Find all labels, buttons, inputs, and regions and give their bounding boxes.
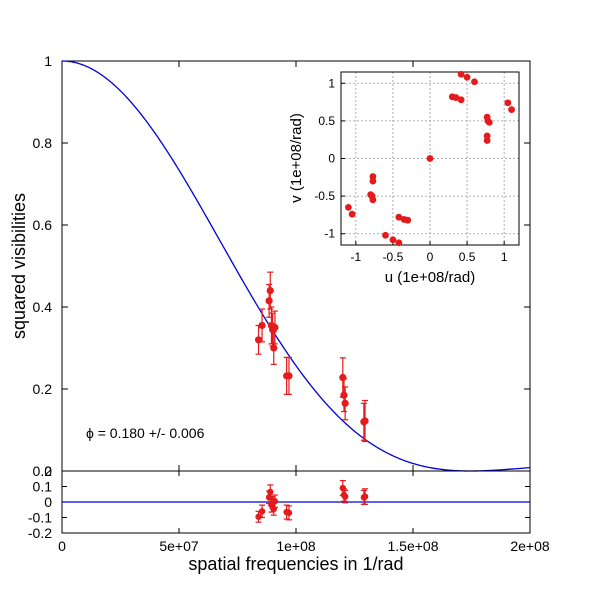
uv-point xyxy=(389,236,397,244)
uv-point xyxy=(483,137,491,144)
uv-point xyxy=(367,191,375,199)
inset-y-label: v (1e+08/rad) xyxy=(288,113,305,203)
inset-y-tick-label: 0 xyxy=(328,152,335,166)
residual-point xyxy=(258,504,266,519)
residual-point xyxy=(285,505,293,521)
uv-point xyxy=(452,94,460,101)
uv-point xyxy=(369,173,377,180)
y-axis-label: squared visibilities xyxy=(9,193,29,339)
inset-y-tick-label: 0.5 xyxy=(318,114,335,128)
inset-y-tick-label: -0.5 xyxy=(314,189,335,203)
inset-x-tick-label: 1 xyxy=(501,250,508,264)
main-y-tick-label: 0.8 xyxy=(33,135,53,151)
residual-point xyxy=(271,494,279,509)
main-y-tick-label: 0 xyxy=(44,463,52,479)
data-point xyxy=(271,310,279,345)
uv-point xyxy=(463,73,471,81)
res-y-tick-label: 0.2 xyxy=(33,463,53,479)
inset-x-tick-label: 0 xyxy=(427,250,434,264)
uv-points xyxy=(345,70,515,247)
x-tick-label: 1.5e+08 xyxy=(388,538,439,554)
main-y-tick-label: 0.2 xyxy=(33,381,53,397)
model-curve-line xyxy=(61,60,531,472)
main-ticks: 00.20.40.60.810 5e+07 1e+08 1.5e+08 2e+08 xyxy=(33,53,550,554)
data-point xyxy=(254,324,263,355)
inset-ticks: -1 -0.5 0 0.5 1 1 0.5 0 -0.5 -1 xyxy=(314,76,508,264)
data-point xyxy=(266,271,274,310)
main-data-points xyxy=(254,271,369,443)
x-tick-label: 0 xyxy=(58,538,66,554)
res-y-tick-label: 0.1 xyxy=(33,479,53,495)
res-y-tick-label: 0 xyxy=(44,494,52,510)
uv-point xyxy=(395,239,403,247)
x-tick-label: 2e+08 xyxy=(510,538,550,554)
uv-point xyxy=(426,155,434,162)
uv-point xyxy=(457,70,465,78)
uv-point xyxy=(457,96,465,104)
x-axis-label: spatial frequencies in 1/rad xyxy=(188,554,403,574)
inset-x-tick-label: -1 xyxy=(350,250,361,264)
uv-point xyxy=(508,106,515,114)
res-y-tick-label: -0.1 xyxy=(28,510,52,526)
residual-ticks: 0.20.10-0.1-0.2 xyxy=(28,463,531,541)
inset-x-tick-label: 0.5 xyxy=(459,250,476,264)
uv-point xyxy=(471,78,478,86)
inset-x-tick-label: -0.5 xyxy=(383,250,404,264)
data-point xyxy=(361,399,369,443)
uv-point xyxy=(345,203,352,211)
residual-data-points xyxy=(255,480,369,523)
inset-y-tick-label: 1 xyxy=(328,76,335,90)
x-tick-label: 1e+08 xyxy=(276,538,316,554)
main-y-tick-label: 0.6 xyxy=(33,217,53,233)
inset-x-label: u (1e+08/rad) xyxy=(385,269,475,286)
uv-point xyxy=(485,118,493,126)
model-curve xyxy=(61,60,531,472)
data-point xyxy=(341,386,349,421)
data-point xyxy=(285,356,293,395)
main-y-tick-label: 1 xyxy=(44,53,52,69)
data-point xyxy=(258,308,266,343)
inset-y-tick-label: -1 xyxy=(324,227,335,241)
uv-point xyxy=(395,213,403,221)
res-y-tick-label: -0.2 xyxy=(28,525,52,541)
main-y-tick-label: 0.4 xyxy=(33,299,53,315)
uv-point xyxy=(504,99,512,107)
uv-point xyxy=(348,210,356,218)
residual-point xyxy=(255,510,262,523)
residual-point xyxy=(341,489,349,504)
uv-point xyxy=(400,216,408,223)
x-tick-label: 5e+07 xyxy=(159,538,199,554)
annotation-phi: ϕ = 0.180 +/- 0.006 xyxy=(86,425,205,441)
residual-point xyxy=(361,488,369,505)
uv-point xyxy=(382,231,389,239)
data-point xyxy=(270,331,278,365)
